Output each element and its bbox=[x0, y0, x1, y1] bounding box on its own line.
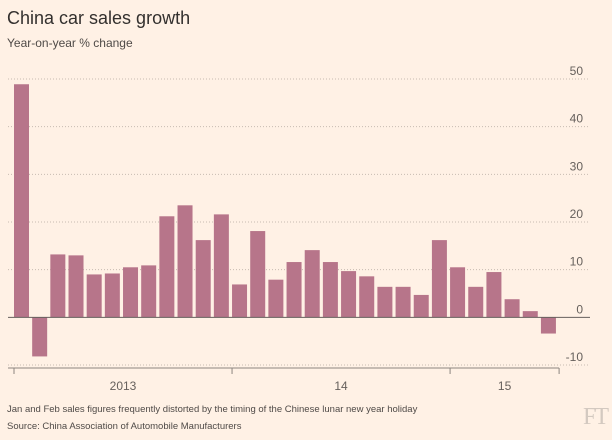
bar bbox=[141, 265, 157, 318]
bar bbox=[486, 272, 502, 318]
bar bbox=[195, 240, 211, 318]
y-tick-label: 40 bbox=[570, 112, 584, 126]
bar bbox=[14, 84, 29, 318]
bar bbox=[232, 284, 248, 318]
bar bbox=[322, 262, 338, 318]
bar bbox=[286, 262, 302, 318]
source-note: Source: China Association of Automobile … bbox=[7, 421, 242, 432]
bar bbox=[395, 286, 411, 318]
y-tick-label: 50 bbox=[570, 64, 584, 78]
y-tick-label: 20 bbox=[570, 207, 584, 221]
bar bbox=[413, 294, 429, 318]
x-tick-label: 14 bbox=[334, 379, 348, 393]
bar bbox=[50, 254, 66, 318]
bar bbox=[304, 250, 320, 318]
x-axis: 2013 14 15 bbox=[8, 367, 560, 393]
bar bbox=[522, 311, 538, 318]
bar bbox=[104, 273, 120, 318]
footnote: Jan and Feb sales figures frequently dis… bbox=[7, 404, 418, 415]
y-tick-label: 10 bbox=[570, 255, 584, 269]
bar bbox=[32, 317, 48, 357]
bar bbox=[540, 317, 556, 334]
chart-title: China car sales growth bbox=[7, 8, 191, 28]
bar bbox=[86, 274, 102, 318]
bar bbox=[250, 231, 266, 318]
bar bbox=[450, 267, 466, 318]
gridlines bbox=[8, 78, 590, 366]
y-tick-label: 0 bbox=[576, 302, 583, 316]
y-tick-label: -10 bbox=[566, 350, 584, 364]
bar bbox=[213, 214, 229, 318]
bar bbox=[359, 276, 375, 318]
bar bbox=[123, 267, 139, 318]
bar bbox=[341, 271, 357, 318]
chart-subtitle: Year-on-year % change bbox=[7, 36, 133, 50]
bar bbox=[68, 255, 84, 318]
bars bbox=[14, 84, 556, 357]
y-tick-label: 30 bbox=[570, 159, 584, 173]
bar bbox=[431, 240, 447, 318]
x-tick-label: 15 bbox=[498, 379, 512, 393]
bar bbox=[159, 216, 175, 318]
y-tick-labels: 50 40 30 20 10 0 -10 bbox=[566, 64, 584, 364]
ft-logo: FT bbox=[583, 404, 609, 430]
bar bbox=[268, 279, 284, 318]
bar bbox=[177, 205, 193, 318]
bar bbox=[504, 299, 520, 318]
bar bbox=[377, 286, 393, 318]
x-tick-label: 2013 bbox=[110, 379, 137, 393]
bar bbox=[468, 286, 484, 318]
